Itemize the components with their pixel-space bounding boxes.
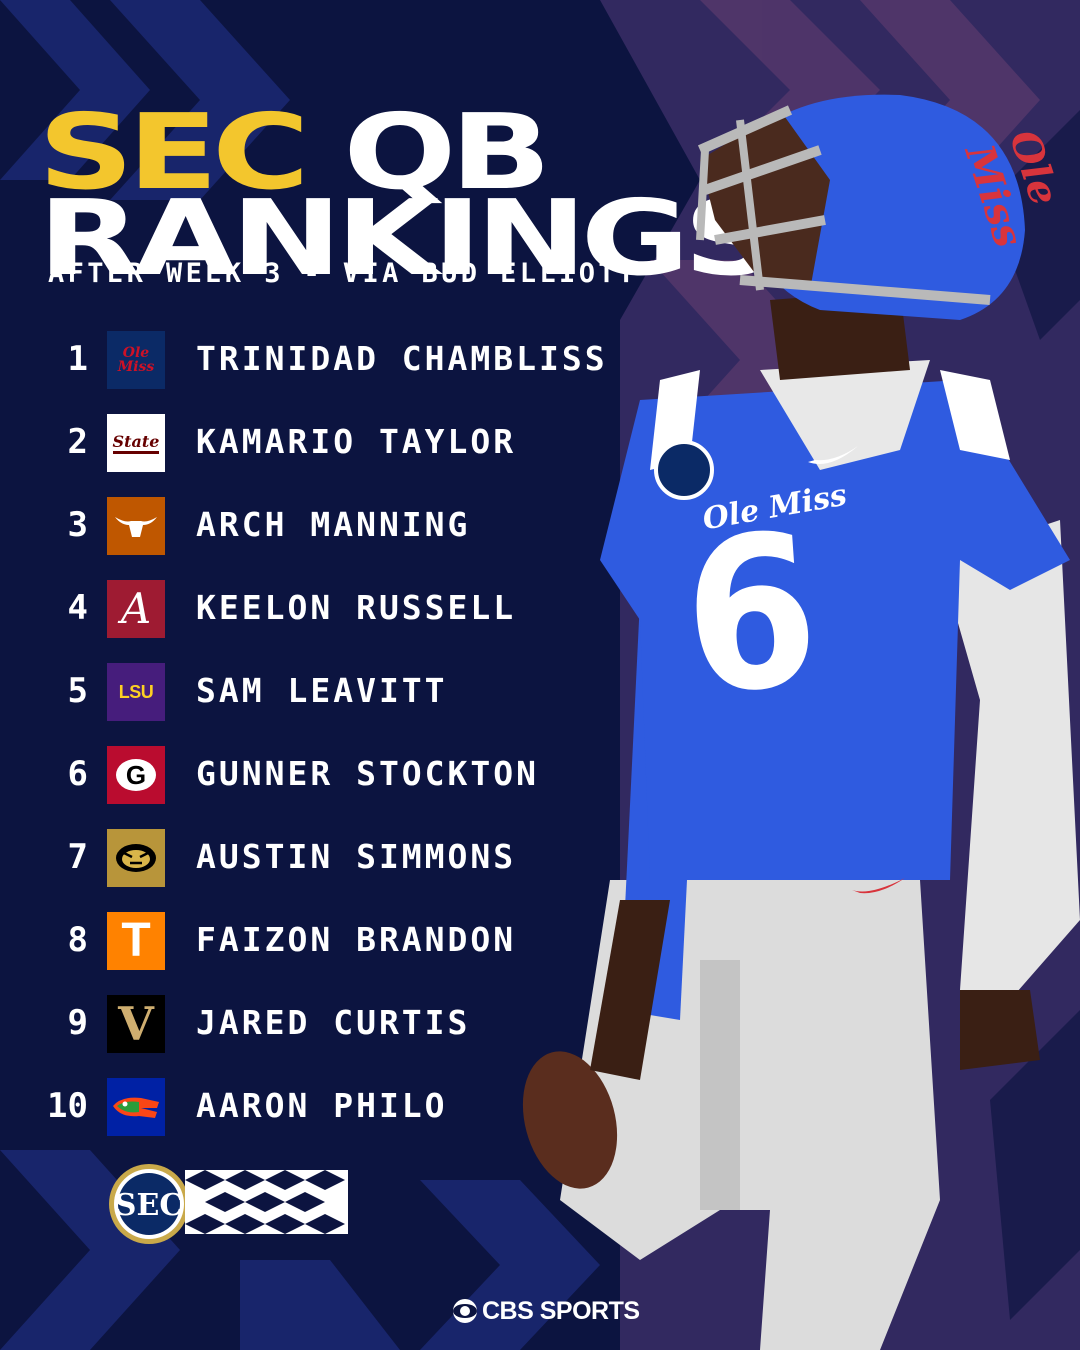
texas-longhorn-logo-icon xyxy=(107,497,165,555)
tennessee-logo-icon: T xyxy=(107,912,165,970)
rank-number: 8 xyxy=(67,920,88,960)
ranking-row-8: 8 T FAIZON BRANDON xyxy=(0,912,620,970)
florida-gator-logo-icon xyxy=(107,1078,165,1136)
georgia-logo-icon: G xyxy=(107,746,165,804)
sec-badge-text: SEC xyxy=(115,1188,183,1223)
longhorn-icon xyxy=(115,517,157,537)
ranking-row-10: 10 AARON PHILO xyxy=(0,1078,620,1136)
rank-number: 7 xyxy=(67,837,88,877)
player-name: TRINIDAD CHAMBLISS xyxy=(196,339,608,378)
player-name: AARON PHILO xyxy=(196,1086,448,1125)
georgia-oval: G xyxy=(116,759,156,791)
ranking-row-3: 3 ARCH MANNING xyxy=(0,497,620,555)
player-photo xyxy=(522,94,1080,1350)
rank-number: 9 xyxy=(67,1003,88,1043)
lsu-logo-icon: LSU xyxy=(107,663,165,721)
player-name: FAIZON BRANDON xyxy=(196,920,517,959)
player-name: SAM LEAVITT xyxy=(196,671,448,710)
cbs-eye-icon xyxy=(453,1299,477,1323)
rank-number: 1 xyxy=(67,339,88,379)
lsu-logo-text: LSU xyxy=(118,681,154,702)
ranking-row-1: 1 Ole Miss TRINIDAD CHAMBLISS xyxy=(0,331,620,389)
vanderbilt-logo-icon: V xyxy=(107,995,165,1053)
alabama-logo-icon: A xyxy=(107,580,165,638)
rank-number: 3 xyxy=(67,505,88,545)
player-name: JARED CURTIS xyxy=(196,1003,471,1042)
ranking-row-5: 5 LSU SAM LEAVITT xyxy=(0,663,620,721)
subtitle: AFTER WEEK 3 - VIA BUD ELLIOTT xyxy=(48,258,638,289)
ranking-row-4: 4 A KEELON RUSSELL xyxy=(0,580,620,638)
title-qb-word: QB xyxy=(303,91,551,213)
sec-stripe-pattern xyxy=(185,1170,348,1234)
player-name: AUSTIN SIMMONS xyxy=(196,837,517,876)
player-name: ARCH MANNING xyxy=(196,505,471,544)
title-line-1: SEC QB xyxy=(38,100,551,204)
tennessee-logo-text: T xyxy=(121,914,151,967)
rank-number: 10 xyxy=(47,1086,88,1126)
cbs-sports-text: CBS SPORTS xyxy=(482,1296,640,1325)
rank-number: 2 xyxy=(67,422,88,462)
mississippi-state-logo-icon: State xyxy=(107,414,165,472)
player-name: GUNNER STOCKTON xyxy=(196,754,540,793)
ranking-row-2: 2 State KAMARIO TAYLOR xyxy=(0,414,620,472)
rank-number: 5 xyxy=(67,671,88,711)
ranking-row-6: 6 G GUNNER STOCKTON xyxy=(0,746,620,804)
rank-number: 4 xyxy=(67,588,88,628)
georgia-logo-text: G xyxy=(125,760,147,790)
missouri-tiger-logo-icon xyxy=(107,829,165,887)
jersey-number: 6 xyxy=(676,487,826,742)
state-logo-text: State xyxy=(112,432,160,454)
sec-logo-badge-icon: SEC xyxy=(109,1164,189,1244)
gator-head-icon xyxy=(113,1097,159,1118)
rank-number: 6 xyxy=(67,754,88,794)
title-line-2: RANKINGS xyxy=(38,177,779,299)
player-name: KAMARIO TAYLOR xyxy=(196,422,517,461)
tiger-head-icon xyxy=(116,844,156,872)
title-sec-word: SEC xyxy=(38,91,310,213)
ole-miss-logo-text: Ole Miss xyxy=(117,345,155,375)
ranking-row-7: 7 AUSTIN SIMMONS xyxy=(0,829,620,887)
player-name: KEELON RUSSELL xyxy=(196,588,517,627)
alabama-logo-text: A xyxy=(120,584,152,633)
cbs-sports-logo: CBS SPORTS xyxy=(452,1294,640,1328)
ole-miss-logo-icon: Ole Miss xyxy=(107,331,165,389)
vanderbilt-logo-text: V xyxy=(118,997,154,1051)
ranking-row-9: 9 V JARED CURTIS xyxy=(0,995,620,1053)
